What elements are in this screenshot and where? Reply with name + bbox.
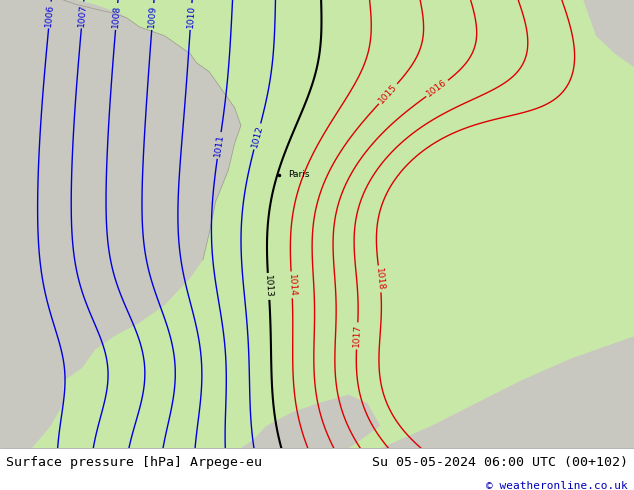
Text: 1011: 1011: [213, 133, 225, 157]
Text: 1010: 1010: [186, 5, 197, 28]
Polygon shape: [380, 336, 634, 448]
Text: 1006: 1006: [44, 3, 55, 27]
Text: Paris: Paris: [288, 171, 310, 179]
Text: 1014: 1014: [287, 273, 297, 296]
Text: 1016: 1016: [425, 78, 449, 99]
Polygon shape: [241, 394, 380, 448]
Text: Surface pressure [hPa] Arpege-eu: Surface pressure [hPa] Arpege-eu: [6, 456, 262, 469]
Text: 1015: 1015: [377, 82, 399, 105]
Text: Su 05-05-2024 06:00 UTC (00+102): Su 05-05-2024 06:00 UTC (00+102): [372, 456, 628, 469]
Polygon shape: [0, 0, 241, 448]
Text: 1013: 1013: [263, 275, 274, 298]
Text: © weatheronline.co.uk: © weatheronline.co.uk: [486, 481, 628, 490]
Text: 1009: 1009: [147, 5, 158, 28]
Text: 1012: 1012: [250, 124, 264, 148]
Text: 1018: 1018: [374, 267, 385, 291]
Polygon shape: [583, 0, 634, 67]
Text: 1007: 1007: [77, 3, 88, 27]
Text: 1008: 1008: [111, 5, 122, 28]
Text: 1017: 1017: [352, 324, 362, 347]
